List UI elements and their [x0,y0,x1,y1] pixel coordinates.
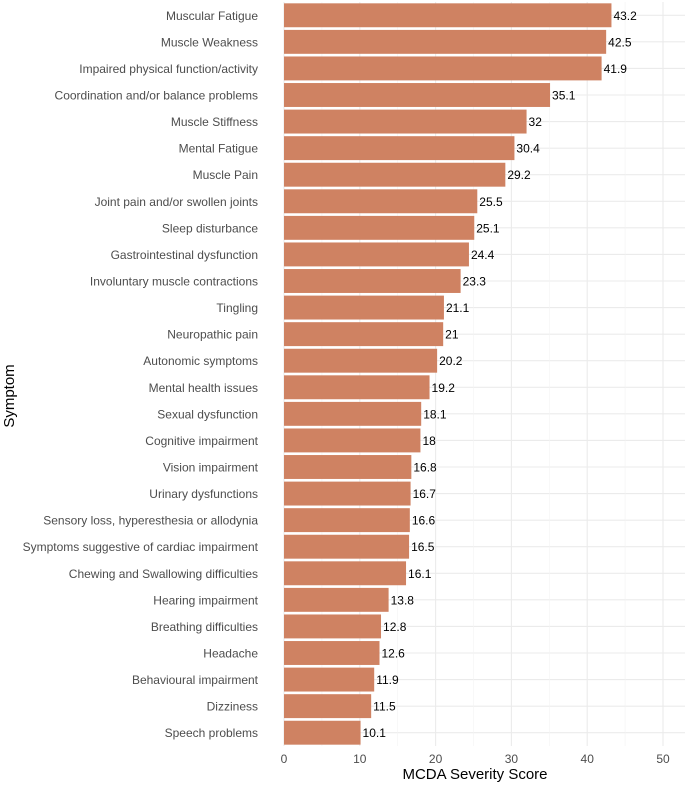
data-label: 25.1 [476,221,500,235]
category-label: Muscle Pain [193,168,258,182]
data-label: 19.2 [432,381,456,395]
category-label: Headache [203,647,258,661]
data-label: 25.5 [479,195,503,209]
x-tick-label: 50 [656,752,670,766]
y-axis-title: Symptom [1,364,18,427]
category-label: Speech problems [165,726,258,740]
bar [284,83,551,107]
bar [284,508,410,533]
x-tick-label: 40 [581,752,595,766]
category-label: Urinary dysfunctions [149,487,258,501]
data-label: 29.2 [507,168,531,182]
data-label: 41.9 [604,62,628,76]
category-label: Chewing and Swallowing difficulties [69,567,258,581]
bar [284,295,444,320]
category-label: Sexual dysfunction [157,407,258,421]
category-label: Involuntary muscle contractions [90,275,258,289]
category-label: Mental health issues [149,381,258,395]
data-label: 42.5 [608,35,632,49]
data-label: 13.8 [391,593,415,607]
category-label: Cognitive impairment [145,434,258,448]
category-label: Autonomic symptoms [143,354,258,368]
data-label: 20.2 [439,354,463,368]
data-label: 16.8 [413,461,437,475]
data-label: 16.5 [411,540,435,554]
bar [284,215,475,240]
category-label: Sleep disturbance [162,221,258,235]
bars [284,3,612,745]
bar [284,455,412,479]
x-axis-tick-labels: 0 10 20 30 40 50 [281,752,670,766]
category-label: Vision impairment [163,461,259,475]
bar [284,614,382,639]
category-label: Symptoms suggestive of cardiac impairmen… [23,540,259,554]
category-label: Hearing impairment [153,593,258,607]
category-label: Muscle Weakness [161,35,258,49]
bar [284,720,361,745]
data-label: 23.3 [463,275,487,289]
data-label: 21.1 [446,301,470,315]
bar [284,534,410,559]
data-label: 35.1 [552,89,576,103]
category-label: Behavioural impairment [132,673,259,687]
bar [284,481,411,506]
data-label: 11.5 [373,700,396,714]
x-tick-label: 10 [353,752,367,766]
y-axis-category-labels: Muscular Fatigue Muscle Weakness Impaired … [23,9,259,740]
bar [284,242,469,267]
category-label: Gastrointestinal dysfunction [111,248,258,262]
bar [284,29,607,54]
bar [284,136,515,161]
category-label: Muscular Fatigue [166,9,258,23]
category-label: Mental Fatigue [179,142,259,156]
bar [284,162,506,187]
category-label: Sensory loss, hyperesthesia or allodynia [43,514,258,528]
x-tick-label: 20 [429,752,443,766]
data-label: 10.1 [363,726,387,740]
bar [284,641,380,665]
data-label: 43.2 [613,9,637,23]
bar [284,322,444,347]
bar [284,269,461,293]
category-label: Breathing difficulties [151,620,258,634]
data-label: 24.4 [471,248,495,262]
bar [284,109,527,134]
data-label: 12.8 [383,620,407,634]
bar [284,667,375,692]
data-label: 16.1 [408,567,432,581]
data-label: 30.4 [516,142,540,156]
category-label: Tingling [216,301,258,315]
data-label: 11.9 [376,673,399,687]
bar [284,56,602,81]
data-label: 16.6 [412,514,436,528]
bar [284,587,389,612]
bar [284,694,372,719]
data-label: 12.6 [382,647,406,661]
bar [284,375,430,400]
category-label: Neuropathic pain [167,328,258,342]
x-tick-label: 30 [505,752,519,766]
category-label: Joint pain and/or swollen joints [95,195,258,209]
data-label: 18.1 [423,407,447,421]
category-label: Dizziness [207,700,258,714]
bar [284,3,612,28]
x-axis-title: MCDA Severity Score [402,766,547,783]
bar [284,401,422,426]
bar [284,189,478,214]
category-label: Muscle Stiffness [171,115,258,129]
x-tick-label: 0 [281,752,288,766]
data-label: 32 [529,115,543,129]
data-label: 16.7 [413,487,437,501]
category-label: Coordination and/or balance problems [55,89,258,103]
data-labels: 43.2 42.5 41.9 35.1 32 30.4 29.2 25.5 25.1 24.4 23… [363,9,638,740]
data-label: 18 [422,434,436,448]
bar [284,348,438,373]
category-label: Impaired physical function/activity [79,62,258,76]
bar [284,561,407,586]
bar [284,428,421,453]
data-label: 21 [445,328,459,342]
